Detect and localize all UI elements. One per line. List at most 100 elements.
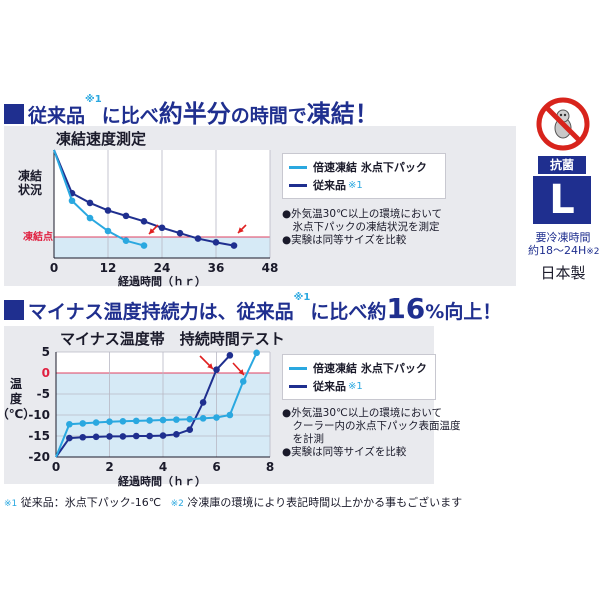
- heading2-part1: マイナス温度持続力は、従来品: [28, 301, 294, 323]
- heading1-part4: の時間で: [230, 105, 307, 127]
- footnote-text2: 冷凍庫の環境により表記時間以上かかる事もございます: [187, 496, 463, 509]
- chart2-series-conventional-point: [79, 433, 87, 441]
- chart2-series-conventional-point: [199, 399, 207, 406]
- chart1-note-3: ●実験は同等サイズを比較: [282, 234, 407, 246]
- size-badge: L: [533, 176, 591, 224]
- footnote-text1: 従来品：氷点下パック-16℃: [20, 496, 162, 509]
- chart2-note-2: クーラー内の氷点下パック表面温度: [282, 420, 461, 432]
- chart1-y-label: 凍結状況: [18, 168, 42, 197]
- chart2-series-fast-point: [119, 418, 127, 425]
- chart1-x-tick: 12: [100, 261, 117, 275]
- chart2-y-tick: -5: [37, 387, 50, 401]
- chart2-notes: ●外気温30℃以上の環境において クーラー内の氷点下パック表面温度 を計測 ●実…: [282, 407, 461, 459]
- chart2-series-fast-point: [226, 411, 234, 419]
- heading1-part1: 従来品: [28, 105, 86, 127]
- heading1-part2: に比べ: [101, 105, 159, 127]
- heading-square-icon: [4, 104, 24, 124]
- heading2-mark: ※1: [293, 292, 311, 303]
- chart2-series-conventional-point: [66, 434, 73, 442]
- chart2-series-fast-point: [213, 414, 220, 421]
- chart1-series-fast-point: [86, 214, 94, 222]
- chart2-series-conventional-point: [186, 426, 194, 434]
- chart2-series-fast-point: [132, 417, 140, 425]
- chart2-series-fast-point: [146, 417, 153, 424]
- heading2-square-icon: [4, 300, 24, 320]
- heading1-part5: 凍結！: [306, 100, 379, 128]
- made-in-japan: 日本製: [540, 264, 586, 282]
- chart1-x-tick: 36: [208, 261, 225, 275]
- chart2-y-tick: 0: [42, 366, 50, 380]
- chart2-x-tick: 8: [266, 460, 274, 474]
- chart2-series-conventional-point: [159, 432, 167, 439]
- chart2-y-tick: -20: [28, 450, 50, 464]
- chart1-threshold-label: 凍結点: [23, 230, 53, 243]
- chart2-y-tick: 5: [42, 345, 50, 359]
- chart2-series-conventional-point: [106, 433, 113, 440]
- legend2-note: ※1: [348, 380, 363, 392]
- chart1-series-conventional-point: [176, 229, 184, 237]
- chart2-series-conventional-point: [173, 431, 180, 438]
- legend2-item-conventional: 従来品 ※1: [289, 378, 363, 394]
- chart1-series-conventional-point: [230, 242, 238, 249]
- chart2-series-fast-point: [106, 418, 113, 426]
- chart2-series-conventional-point: [213, 366, 220, 373]
- chart2-x-label: 経過時間（ｈｒ）: [118, 474, 206, 488]
- heading2-part5: 向上！: [444, 301, 502, 323]
- chart2-x-tick: 6: [212, 460, 220, 474]
- heading-freeze-speed: 従来品※1に比べ約半分の時間で凍結！: [4, 94, 379, 129]
- chart1-series-conventional-point: [212, 239, 220, 246]
- chart1-note-2: 氷点下パックの凍結状況を測定: [282, 221, 440, 233]
- chart1-notes: ●外気温30℃以上の環境において 氷点下パックの凍結状況を測定 ●実験は同等サイ…: [282, 208, 442, 247]
- chart1-note-1: ●外気温30℃以上の環境において: [282, 208, 442, 220]
- legend1-swatch-conventional: [289, 183, 307, 187]
- chart1-series-fast-point: [68, 197, 76, 205]
- chart2-arrow-conventional-head: [207, 363, 213, 369]
- chart1-series-conventional-point: [86, 199, 94, 207]
- chart2-series-fast-point: [66, 420, 73, 428]
- chart2-x-tick: 4: [159, 460, 167, 474]
- chart2-series-conventional-point: [226, 352, 234, 359]
- legend1-label-conventional: 従来品: [313, 179, 346, 192]
- legend2-item-fast: 倍速凍結 氷点下パック: [289, 360, 427, 376]
- freeze-time-value: 約18〜24H: [528, 244, 587, 257]
- chart1-title: 凍結速度測定: [56, 130, 147, 148]
- chart1-arrow-conventional-head: [238, 227, 244, 233]
- legend1-note: ※1: [348, 179, 363, 191]
- legend2-label-conventional: 従来品: [313, 380, 346, 393]
- legend2-swatch-conventional: [289, 384, 307, 388]
- chart2-arrow-fast-head: [238, 369, 244, 375]
- freeze-time-info: 要冷凍時間 約18〜24H※2: [528, 231, 600, 259]
- chart2-series-fast-point: [173, 416, 180, 423]
- chart2-series-conventional-point: [92, 433, 100, 441]
- heading2-part4: %: [425, 301, 445, 323]
- freeze-time-label: 要冷凍時間: [535, 231, 591, 244]
- legend1-label-fast: 倍速凍結 氷点下パック: [313, 161, 427, 174]
- chart2-y-tick: -15: [28, 429, 50, 443]
- legend2-label-fast: 倍速凍結 氷点下パック: [313, 362, 427, 375]
- footnote-mark2: ※2: [170, 499, 184, 509]
- heading-temp-duration: マイナス温度持続力は、従来品※1に比べ約16%向上！: [4, 292, 501, 325]
- chart1-series-conventional-point: [140, 217, 148, 225]
- chart2-y-label: 温度（℃）: [0, 377, 35, 421]
- chart1-x-tick: 48: [262, 261, 279, 275]
- chart2-series-conventional-point: [132, 432, 140, 440]
- legend1-swatch-fast: [289, 165, 307, 169]
- chart1-series-conventional-point: [194, 235, 202, 242]
- chart1-x-label: 経過時間（ｈｒ）: [118, 274, 206, 288]
- chart1-series-conventional-point: [158, 224, 166, 232]
- chart2-note-4: ●実験は同等サイズを比較: [282, 446, 407, 458]
- heading1-part3: 約半分: [158, 100, 231, 128]
- chart2-series-fast-point: [186, 415, 194, 423]
- chart2-title: マイナス温度帯 持続時間テスト: [60, 330, 285, 348]
- chart2-y-tick: -10: [28, 408, 50, 422]
- antibacterial-badge: 抗菌: [538, 156, 586, 174]
- chart2-legend: 倍速凍結 氷点下パック 従来品 ※1: [282, 354, 436, 400]
- chart2-note-1: ●外気温30℃以上の環境において: [282, 407, 442, 419]
- chart1-legend: 倍速凍結 氷点下パック 従来品 ※1: [282, 153, 446, 199]
- heading2-part3: 16: [386, 292, 426, 325]
- chart2-x-tick: 0: [52, 460, 60, 474]
- legend1-item-fast: 倍速凍結 氷点下パック: [289, 159, 427, 175]
- legend2-swatch-fast: [289, 366, 307, 370]
- footnote-mark1: ※1: [4, 499, 18, 509]
